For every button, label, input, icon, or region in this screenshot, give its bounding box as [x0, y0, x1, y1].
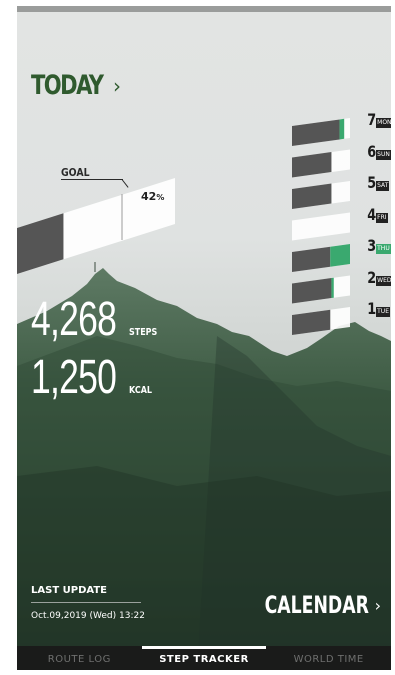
- day-bar-fill: [292, 246, 331, 272]
- day-bar-fill: [292, 278, 332, 304]
- today-label: TODAY: [31, 70, 104, 101]
- day-bar-fill: [292, 152, 332, 178]
- day-bar: [292, 149, 350, 178]
- chevron-right-icon: ›: [374, 595, 381, 615]
- today-link[interactable]: TODAY ›: [31, 70, 121, 101]
- tab-route-log[interactable]: ROUTE LOG: [47, 654, 111, 665]
- calendar-label: CALENDAR: [264, 591, 369, 619]
- day-bar: [292, 212, 350, 241]
- app-screen: TODAY › GOAL 42% 4,268 STEPS 1,250 KCAL …: [17, 6, 391, 670]
- day-bar-fill: [292, 119, 340, 146]
- kcal-stat: 1,250 KCAL: [31, 354, 158, 402]
- goal-leader-line: [61, 179, 123, 180]
- last-update-label: LAST UPDATE: [31, 585, 107, 596]
- last-update-datetime: Oct.09,2019 (Wed) 13:22: [31, 611, 145, 621]
- goal-percent: 42%: [141, 190, 164, 203]
- mountain-background: [17, 262, 391, 670]
- calendar-link[interactable]: CALENDAR ›: [224, 591, 381, 619]
- day-bar-track: [292, 212, 350, 241]
- day-number: 3: [367, 236, 377, 255]
- tab-world-time[interactable]: WORLD TIME: [293, 654, 364, 665]
- weekly-bars: [292, 118, 350, 335]
- day-bar: [292, 307, 350, 335]
- goal-percent-unit: %: [156, 193, 165, 202]
- bottom-tab-bar: ROUTE LOG STEP TRACKER WORLD TIME: [17, 646, 391, 670]
- goal-progress-bar: [17, 178, 175, 274]
- day-number: 6: [367, 141, 377, 161]
- day-number: 7: [367, 110, 377, 129]
- day-number: 1: [367, 299, 377, 318]
- goal-percent-value: 42: [141, 190, 157, 203]
- day-number: 4: [367, 204, 377, 224]
- day-bar: [292, 118, 350, 146]
- day-bar: [292, 244, 350, 272]
- goal-label: GOAL: [61, 166, 90, 179]
- day-badge: WED: [376, 275, 391, 286]
- day-badge: SAT: [376, 181, 390, 191]
- kcal-value: 1,250: [31, 351, 117, 404]
- day-number: 5: [367, 173, 377, 192]
- day-number: 2: [367, 267, 377, 287]
- day-badge: TUE: [376, 307, 390, 317]
- tab-step-tracker[interactable]: STEP TRACKER: [141, 646, 267, 670]
- steps-stat: 4,268 STEPS: [31, 296, 164, 344]
- day-label-fri: 4 FRI: [365, 204, 388, 224]
- chevron-right-icon: ›: [113, 73, 121, 98]
- day-label-sat: 5 SAT: [365, 173, 390, 192]
- day-bar-fill: [292, 309, 331, 335]
- day-bar-accent: [339, 118, 345, 140]
- day-badge: THU: [376, 244, 391, 254]
- day-bar: [292, 275, 350, 304]
- day-label-sun: 6 SUN: [365, 141, 391, 161]
- day-badge: SUN: [376, 149, 391, 160]
- day-label-thu: 3 THU: [365, 238, 391, 254]
- day-badge: FRI: [376, 212, 388, 223]
- day-bar-accent: [330, 244, 350, 267]
- day-label-tue: 1 TUE: [365, 301, 390, 317]
- steps-unit: STEPS: [129, 327, 158, 338]
- last-update-divider: [31, 602, 141, 603]
- day-label-wed: 2 WED: [365, 267, 391, 287]
- status-bar: [17, 6, 391, 12]
- day-badge: MON: [376, 118, 391, 128]
- steps-value: 4,268: [31, 293, 117, 346]
- day-bar: [292, 181, 350, 209]
- day-bar-fill: [292, 183, 332, 209]
- day-bar-accent: [331, 277, 334, 299]
- kcal-unit: KCAL: [129, 385, 152, 396]
- day-label-mon: 7 MON: [365, 112, 391, 128]
